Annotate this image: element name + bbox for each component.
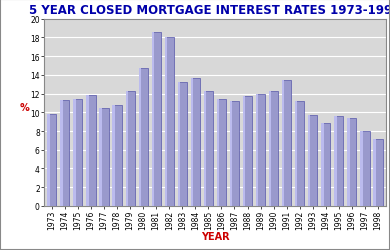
Bar (321, 123, 324, 206)
Bar (87, 96, 96, 206)
Title: 5 YEAR CLOSED MORTGAGE INTEREST RATES 1973-1998: 5 YEAR CLOSED MORTGAGE INTEREST RATES 19… (29, 4, 390, 17)
Bar (282, 81, 284, 206)
Bar (204, 92, 213, 206)
Bar (256, 95, 258, 206)
Bar (191, 79, 200, 206)
Bar (204, 92, 206, 206)
Bar (230, 101, 239, 206)
Bar (60, 100, 69, 206)
Bar (165, 37, 174, 206)
Bar (152, 33, 154, 206)
Bar (47, 114, 57, 206)
Bar (165, 37, 167, 206)
Bar (60, 100, 62, 206)
Bar (243, 96, 252, 206)
Bar (138, 68, 148, 206)
Bar (230, 101, 232, 206)
Bar (217, 100, 226, 206)
Bar (112, 106, 122, 206)
X-axis label: YEAR: YEAR (200, 231, 229, 241)
Bar (295, 102, 304, 206)
Bar (73, 99, 82, 206)
Bar (308, 115, 317, 206)
Bar (87, 96, 89, 206)
Bar (178, 82, 180, 206)
Bar (308, 115, 310, 206)
Bar (243, 96, 245, 206)
Bar (295, 102, 298, 206)
Bar (374, 140, 376, 206)
Bar (112, 106, 115, 206)
Bar (99, 109, 108, 206)
Bar (321, 123, 330, 206)
Y-axis label: %: % (20, 103, 30, 113)
Bar (47, 114, 50, 206)
Bar (360, 131, 369, 206)
Bar (334, 116, 337, 206)
Bar (191, 79, 193, 206)
Bar (217, 100, 219, 206)
Bar (334, 116, 344, 206)
Bar (347, 118, 356, 206)
Bar (256, 95, 265, 206)
Bar (374, 140, 383, 206)
Bar (99, 109, 102, 206)
Bar (269, 92, 278, 206)
Bar (138, 68, 141, 206)
Bar (282, 81, 291, 206)
Bar (178, 82, 187, 206)
Bar (126, 92, 128, 206)
Bar (152, 33, 161, 206)
Bar (347, 118, 349, 206)
Bar (73, 99, 76, 206)
Bar (360, 131, 363, 206)
Bar (126, 92, 135, 206)
Bar (269, 92, 271, 206)
